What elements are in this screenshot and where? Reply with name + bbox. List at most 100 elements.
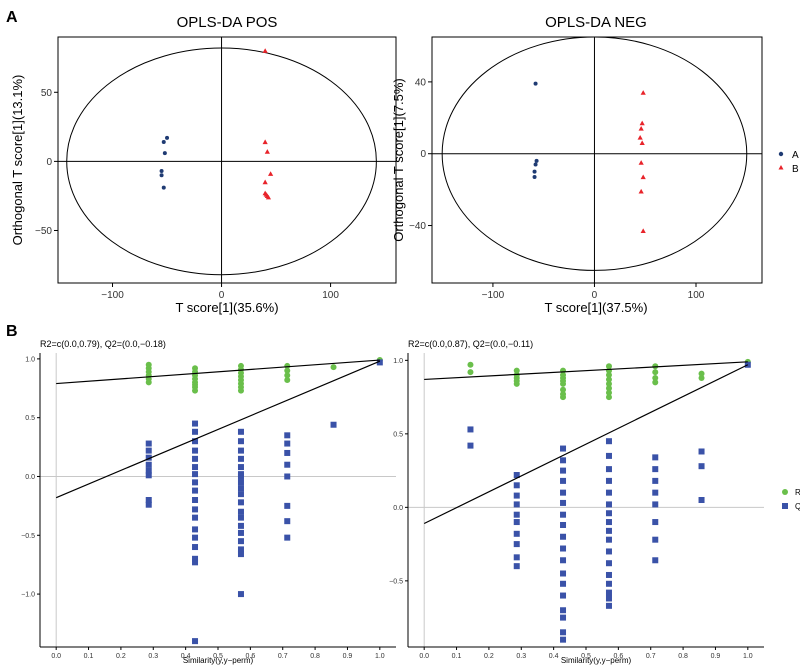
perm-pos-point-q2 — [145, 497, 152, 503]
pos-point-a — [162, 151, 167, 156]
neg-point-b — [639, 140, 645, 146]
neg-point-b — [639, 120, 645, 126]
perm-pos-point-q2 — [237, 464, 244, 471]
perm-pos-point-r2 — [145, 379, 152, 386]
permutation-pos-plot-area: 0.0 0.1 0.2 0.3 0.4 0.5 0.6 0.7 0.8 0.9 1.0 −1.0 −0.… — [21, 353, 396, 660]
neg-point-a — [533, 81, 538, 86]
perm-neg-point-r2 — [698, 374, 705, 381]
opls-da-pos-panel — [57, 36, 397, 284]
permutation-pos-xlabel: Similarity(y,y−perm) — [183, 656, 254, 665]
perm-pos-xtick-label: 0.2 — [116, 653, 126, 660]
permutation-neg-title: R2=c(0.0,0.87), Q2=(0.0,−0.11) — [408, 339, 533, 349]
perm-neg-point-q2 — [513, 554, 520, 561]
perm-neg-point-q2 — [467, 426, 474, 433]
perm-pos-point-r2 — [284, 377, 291, 384]
neg-point-b — [638, 160, 644, 165]
perm-neg-point-q2 — [652, 477, 659, 484]
perm-neg-point-r2 — [605, 385, 612, 392]
permutation-pos-plot: R2=c(0.0,0.79), Q2=(0.0,−0.18) 0.0 0.1 0.2… — [21, 339, 396, 665]
perm-neg-ytick-label: 1.0 — [393, 358, 403, 365]
pos-ytick-label: 50 — [41, 88, 53, 99]
permutation-pos-title: R2=c(0.0,0.79), Q2=(0.0,−0.18) — [40, 339, 166, 349]
perm-neg-point-q2 — [560, 592, 567, 599]
perm-pos-point-q2 — [237, 591, 244, 598]
neg-ytick-label: 0 — [420, 149, 426, 160]
opls-da-pos-plot-area: −100 0 100 −50 0 50 — [35, 37, 396, 301]
perm-neg-point-r2 — [652, 374, 659, 381]
perm-pos-ytick-label: −0.5 — [21, 533, 35, 540]
perm-neg-point-q2 — [560, 614, 567, 621]
perm-neg-xtick-label: 1.0 — [743, 653, 753, 660]
perm-pos-point-r2 — [237, 387, 244, 394]
perm-pos-point-q2 — [284, 461, 291, 468]
perm-neg-point-q2 — [698, 497, 705, 503]
perm-pos-point-q2 — [284, 473, 291, 480]
perm-neg-xtick-label: 0.7 — [646, 653, 656, 660]
perm-pos-point-q2 — [284, 432, 291, 439]
perm-neg-point-r2 — [652, 363, 659, 370]
pos-ytick-label: −50 — [35, 226, 52, 237]
neg-point-b — [640, 90, 646, 95]
perm-neg-point-q2 — [513, 501, 520, 508]
perm-pos-point-r2 — [284, 372, 291, 379]
perm-neg-point-q2 — [605, 527, 612, 534]
perm-pos-point-q2 — [237, 485, 244, 492]
perm-pos-ytick-label: 0.5 — [25, 415, 35, 422]
perm-neg-point-q2 — [605, 580, 612, 587]
perm-neg-point-q2 — [560, 445, 567, 452]
perm-pos-point-q2 — [192, 464, 199, 471]
perm-pos-point-q2 — [145, 454, 152, 461]
perm-pos-xtick-label: 0.8 — [310, 653, 320, 660]
perm-neg-xtick-label: 0.1 — [452, 653, 462, 660]
perm-neg-point-q2 — [652, 536, 659, 543]
pos-point-b — [262, 179, 268, 185]
perm-neg-point-q2 — [467, 442, 474, 449]
perm-neg-point-q2 — [513, 530, 520, 537]
perm-pos-point-q2 — [376, 359, 383, 366]
perm-neg-point-q2 — [513, 563, 520, 570]
perm-pos-xtick-label: 0.1 — [84, 653, 94, 660]
perm-neg-point-q2 — [605, 519, 612, 526]
neg-point-b — [640, 228, 646, 234]
legend-top-b-marker — [778, 165, 784, 170]
pos-xtick-label: 0 — [219, 290, 225, 301]
perm-pos-point-q2 — [237, 529, 244, 536]
perm-neg-point-q2 — [652, 489, 659, 496]
perm-pos-point-q2 — [237, 473, 244, 480]
perm-neg-point-r2 — [560, 386, 567, 393]
perm-pos-point-q2 — [145, 447, 152, 454]
perm-neg-point-q2 — [513, 519, 520, 526]
perm-pos-point-q2 — [284, 502, 291, 509]
perm-pos-point-q2 — [192, 506, 199, 513]
perm-neg-point-q2 — [652, 466, 659, 473]
perm-pos-xtick-label: 0.9 — [343, 653, 353, 660]
perm-neg-point-r2 — [560, 380, 567, 387]
perm-neg-point-q2 — [605, 602, 612, 609]
perm-pos-point-r2 — [192, 387, 199, 394]
perm-neg-point-r2 — [467, 369, 474, 376]
perm-neg-ytick-label: 0.5 — [393, 431, 403, 438]
perm-neg-point-q2 — [513, 541, 520, 548]
perm-neg-point-r2 — [605, 389, 612, 396]
perm-neg-regression-line-q2 — [423, 364, 749, 525]
perm-pos-point-q2 — [192, 455, 199, 462]
perm-pos-ytick-label: 0.0 — [25, 474, 35, 481]
permutation-neg-plot: R2=c(0.0,0.87), Q2=(0.0,−0.11) 0.0 0.1 0.2… — [389, 339, 764, 665]
perm-neg-point-q2 — [560, 467, 567, 474]
perm-neg-point-q2 — [560, 511, 567, 518]
perm-neg-xtick-label: 0.0 — [419, 653, 429, 660]
perm-neg-point-r2 — [513, 367, 520, 374]
perm-neg-xtick-label: 0.9 — [711, 653, 721, 660]
perm-pos-point-q2 — [237, 522, 244, 529]
legend-bottom-r2-marker — [782, 489, 788, 495]
legend-bottom-q2-marker — [782, 503, 788, 509]
perm-neg-point-r2 — [560, 394, 567, 401]
neg-confidence-ellipse — [441, 36, 748, 271]
perm-neg-point-q2 — [605, 477, 612, 484]
perm-pos-point-q2 — [192, 438, 199, 445]
opls-da-neg-title: OPLS-DA NEG — [545, 14, 647, 31]
pos-point-a — [161, 140, 166, 145]
perm-neg-point-q2 — [605, 501, 612, 508]
perm-neg-point-r2 — [605, 372, 612, 379]
